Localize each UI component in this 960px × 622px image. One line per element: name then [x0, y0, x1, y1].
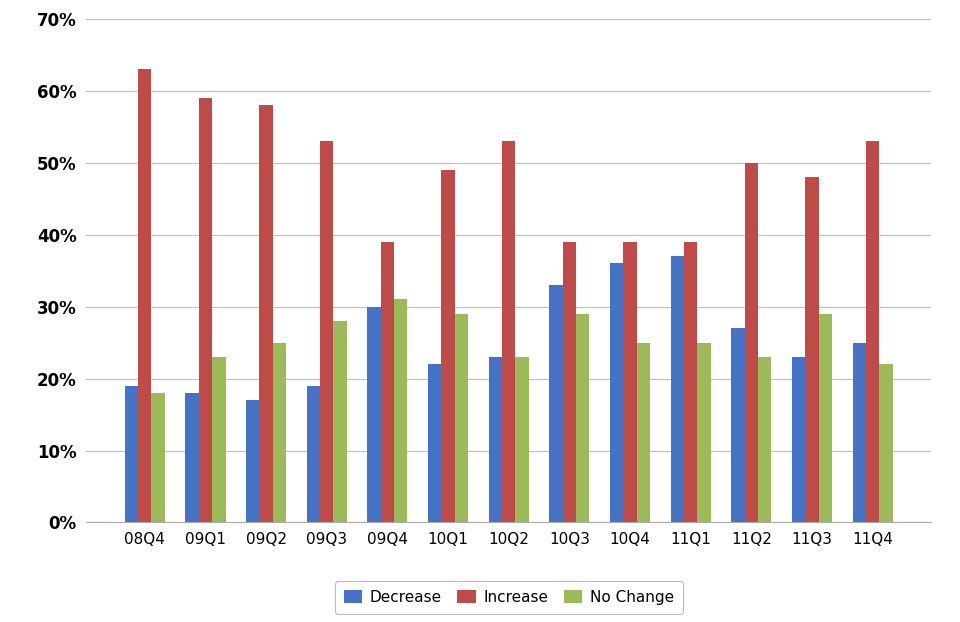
Bar	[320, 141, 333, 522]
Bar	[212, 357, 226, 522]
Bar	[185, 393, 199, 522]
Bar	[199, 98, 212, 522]
Bar	[125, 386, 138, 522]
Bar	[516, 357, 529, 522]
Bar	[819, 313, 832, 522]
Bar	[563, 242, 576, 522]
Bar	[623, 242, 636, 522]
Bar	[879, 364, 893, 522]
Bar	[138, 69, 152, 522]
Bar	[732, 328, 745, 522]
Bar	[273, 343, 286, 522]
Bar	[442, 170, 455, 522]
Bar	[502, 141, 516, 522]
Bar	[549, 285, 563, 522]
Bar	[246, 400, 259, 522]
Bar	[671, 256, 684, 522]
Bar	[611, 263, 623, 522]
Bar	[852, 343, 866, 522]
Bar	[152, 393, 165, 522]
Bar	[792, 357, 805, 522]
Bar	[684, 242, 698, 522]
Bar	[866, 141, 879, 522]
Bar	[455, 313, 468, 522]
Bar	[698, 343, 710, 522]
Bar	[381, 242, 395, 522]
Bar	[259, 105, 273, 522]
Bar	[395, 299, 407, 522]
Legend: Decrease, Increase, No Change: Decrease, Increase, No Change	[335, 580, 683, 614]
Bar	[758, 357, 772, 522]
Bar	[745, 162, 758, 522]
Bar	[489, 357, 502, 522]
Bar	[636, 343, 650, 522]
Bar	[805, 177, 819, 522]
Bar	[576, 313, 589, 522]
Bar	[307, 386, 320, 522]
Bar	[368, 307, 381, 522]
Bar	[428, 364, 442, 522]
Bar	[333, 321, 347, 522]
